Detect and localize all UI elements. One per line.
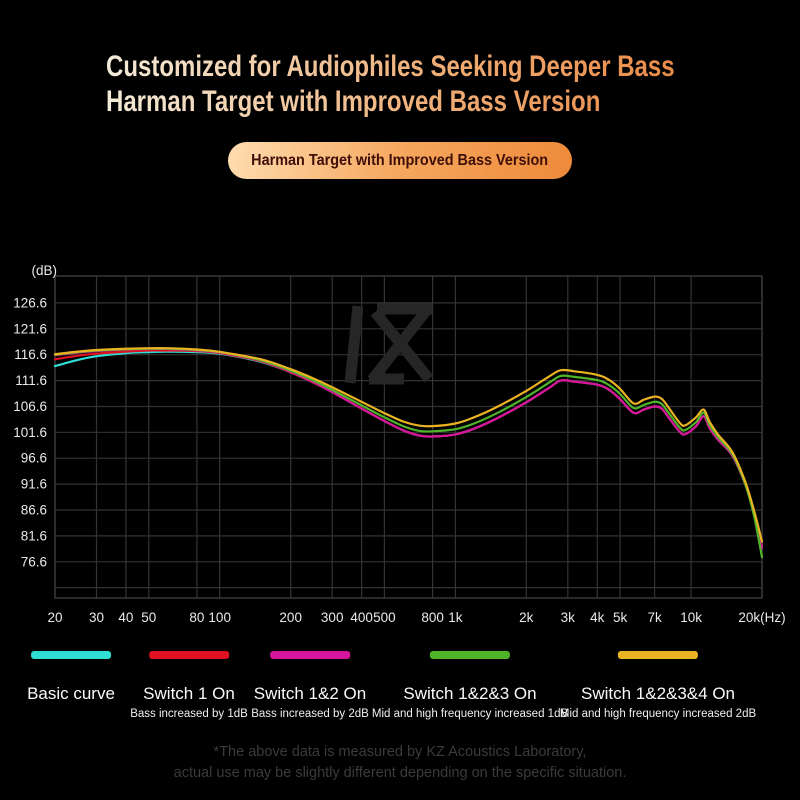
legend-item-switch-1: Switch 1 On Bass increased by 1dB bbox=[130, 651, 248, 720]
x-tick-label: 500 bbox=[373, 610, 396, 625]
disclaimer: *The above data is measured by KZ Acoust… bbox=[0, 742, 800, 784]
legend-sublabel: Mid and high frequency increased 2dB bbox=[559, 708, 757, 720]
x-tick-label: 100 bbox=[208, 610, 231, 625]
legend-swatch-switch-1 bbox=[149, 651, 229, 659]
y-tick-label: 106.6 bbox=[13, 399, 47, 414]
chart-grid bbox=[54, 275, 763, 599]
legend-label: Switch 1 On bbox=[143, 684, 235, 703]
legend-label: Basic curve bbox=[27, 684, 115, 703]
x-tick-label: 2k bbox=[519, 610, 534, 625]
x-tick-label: 5k bbox=[613, 610, 628, 625]
curve-switch-1-2-on bbox=[53, 347, 764, 550]
legend-swatch-switch-1-2-3 bbox=[429, 651, 510, 659]
legend-item-switch-1-2-3: Switch 1&2&3 On Mid and high frequency i… bbox=[372, 651, 568, 720]
x-tick-label: 10k bbox=[680, 610, 702, 625]
x-tick-label: 300 bbox=[321, 610, 344, 625]
y-tick-label: 111.6 bbox=[15, 373, 47, 388]
legend-item-basic-curve: Basic curve bbox=[27, 651, 115, 720]
kz-watermark-icon bbox=[344, 303, 434, 385]
legend-label: Switch 1&2&3&4 On bbox=[580, 684, 736, 703]
legend-sublabel: Bass increased by 1dB bbox=[130, 708, 248, 720]
legend-sublabel: Mid and high frequency increased 1dB bbox=[371, 708, 569, 720]
disclaimer-line-2: actual use may be slightly different dep… bbox=[173, 765, 627, 781]
y-tick-label: 86.6 bbox=[21, 503, 47, 518]
x-tick-label: 50 bbox=[141, 610, 156, 625]
x-tick-label: 4k bbox=[590, 610, 605, 625]
legend-label: Switch 1&2 On bbox=[253, 684, 367, 703]
curve-switch-1-on bbox=[53, 349, 764, 548]
x-tick-label: 7k bbox=[647, 610, 662, 625]
x-tick-label: 3k bbox=[561, 610, 576, 625]
title-line-2: Harman Target with Improved Bass Version bbox=[106, 84, 675, 119]
x-tick-label: 30 bbox=[89, 610, 104, 625]
y-tick-label: 116.6 bbox=[14, 347, 47, 362]
y-axis-unit-label: (dB) bbox=[31, 263, 57, 278]
legend-sublabel: Bass increased by 2dB bbox=[251, 708, 369, 720]
legend-item-switch-1-2-3-4: Switch 1&2&3&4 On Mid and high frequency… bbox=[560, 651, 756, 720]
legend-item-switch-1-2: Switch 1&2 On Bass increased by 2dB bbox=[251, 651, 369, 720]
x-tick-label: 400 bbox=[350, 610, 373, 625]
legend-swatch-switch-1-2 bbox=[270, 651, 350, 659]
badge-label: Harman Target with Improved Bass Version bbox=[251, 151, 549, 169]
legend-swatch-switch-1-2-3-4 bbox=[617, 651, 698, 659]
y-tick-label: 91.6 bbox=[21, 477, 47, 492]
legend-swatch-basic bbox=[31, 651, 111, 659]
y-tick-label: 101.6 bbox=[13, 425, 47, 440]
y-tick-label: 76.6 bbox=[21, 554, 47, 569]
x-tick-label: 20 bbox=[47, 610, 62, 625]
x-tick-label: 800 bbox=[421, 610, 444, 625]
disclaimer-line-1: *The above data is measured by KZ Acoust… bbox=[213, 744, 587, 760]
legend-sublabel bbox=[27, 708, 115, 720]
page-title: Customized for Audiophiles Seeking Deepe… bbox=[106, 49, 800, 119]
bass-version-badge: Harman Target with Improved Bass Version bbox=[228, 142, 572, 179]
chart-axis-labels: (dB) 126.6 121.6 116.6 111.6 106.6 101.6 96.6 91… bbox=[13, 263, 785, 625]
chart-curves bbox=[53, 346, 764, 559]
legend-label: Switch 1&2&3 On bbox=[403, 684, 537, 703]
y-tick-label: 96.6 bbox=[21, 451, 47, 466]
curve-switch-1-2-3-on bbox=[53, 347, 764, 559]
title-line-1: Customized for Audiophiles Seeking Deepe… bbox=[106, 50, 675, 83]
y-tick-label: 121.6 bbox=[13, 321, 47, 336]
curve-switch-1-2-3-4-on bbox=[53, 346, 764, 543]
x-tick-label: 40 bbox=[118, 610, 133, 625]
x-tick-label: 200 bbox=[279, 610, 302, 625]
y-tick-label: 126.6 bbox=[13, 295, 47, 310]
y-tick-label: 81.6 bbox=[21, 528, 47, 543]
x-tick-label: 20k(Hz) bbox=[738, 610, 785, 625]
x-tick-label: 1k bbox=[448, 610, 463, 625]
x-tick-label: 80 bbox=[189, 610, 204, 625]
chart-border bbox=[54, 275, 763, 599]
